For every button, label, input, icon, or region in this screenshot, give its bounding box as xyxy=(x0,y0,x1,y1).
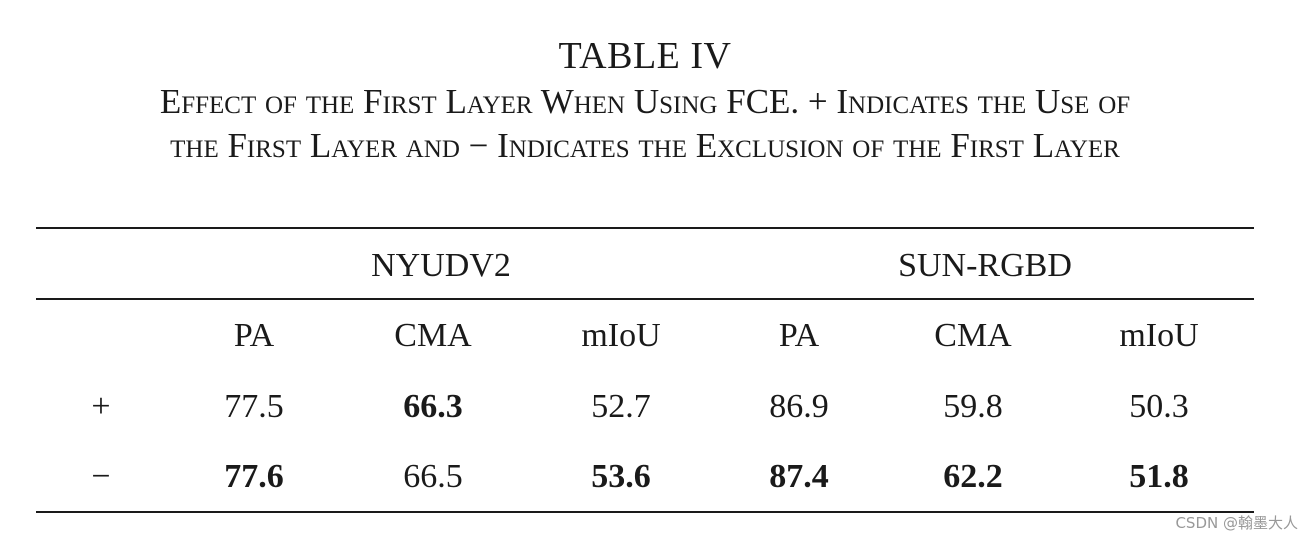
group-header-nyudv2: NYUDV2 xyxy=(371,247,511,284)
table-cell: 87.4 xyxy=(769,458,829,495)
column-header-sun-cma: CMA xyxy=(934,317,1012,354)
table-cell: 59.8 xyxy=(943,388,1003,425)
watermark: CSDN @翰墨大人 xyxy=(1175,514,1298,532)
row-label-without-first-layer: − xyxy=(91,458,111,495)
group-header-sun-rgbd: SUN-RGBD xyxy=(898,247,1072,284)
table-number: TABLE IV xyxy=(558,35,732,77)
table-header-rule xyxy=(36,298,1254,300)
column-header-sun-pa: PA xyxy=(778,317,820,354)
table-cell: 51.8 xyxy=(1129,458,1189,495)
column-header-sun-miou: mIoU xyxy=(1119,317,1199,354)
table-top-rule xyxy=(36,227,1254,229)
table-caption-line-2: the First Layer and − Indicates the Excl… xyxy=(170,126,1120,165)
table-cell: 77.5 xyxy=(224,388,284,425)
table-cell: 52.7 xyxy=(591,388,651,425)
table-bottom-rule xyxy=(36,511,1254,513)
table-cell: 62.2 xyxy=(943,458,1003,495)
table-cell: 66.3 xyxy=(403,388,463,425)
column-header-nyu-miou: mIoU xyxy=(581,317,661,354)
table-cell: 77.6 xyxy=(224,458,284,495)
column-header-nyu-pa: PA xyxy=(233,317,275,354)
table-cell: 86.9 xyxy=(769,388,829,425)
table-cell: 66.5 xyxy=(403,458,463,495)
table-cell: 50.3 xyxy=(1129,388,1189,425)
table-cell: 53.6 xyxy=(591,458,651,495)
table-caption-line-1: Effect of the First Layer When Using FCE… xyxy=(159,82,1131,121)
row-label-with-first-layer: + xyxy=(91,388,111,425)
column-header-nyu-cma: CMA xyxy=(394,317,472,354)
